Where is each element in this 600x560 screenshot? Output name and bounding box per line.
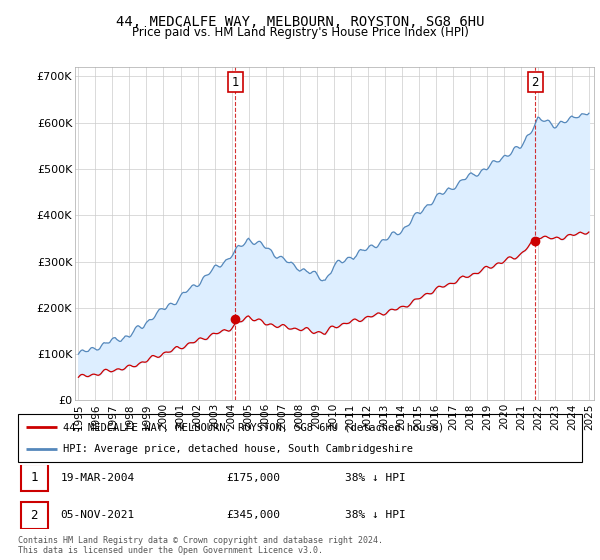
Text: 05-NOV-2021: 05-NOV-2021 — [60, 510, 134, 520]
Bar — [21, 502, 48, 529]
Text: 44, MEDCALFE WAY, MELBOURN, ROYSTON, SG8 6HU (detached house): 44, MEDCALFE WAY, MELBOURN, ROYSTON, SG8… — [63, 422, 445, 432]
Text: Price paid vs. HM Land Registry's House Price Index (HPI): Price paid vs. HM Land Registry's House … — [131, 26, 469, 39]
Text: £345,000: £345,000 — [227, 510, 281, 520]
Text: 19-MAR-2004: 19-MAR-2004 — [60, 473, 134, 483]
Text: 44, MEDCALFE WAY, MELBOURN, ROYSTON, SG8 6HU: 44, MEDCALFE WAY, MELBOURN, ROYSTON, SG8… — [116, 15, 484, 29]
Text: 38% ↓ HPI: 38% ↓ HPI — [345, 510, 406, 520]
Text: 1: 1 — [232, 76, 239, 88]
Text: 38% ↓ HPI: 38% ↓ HPI — [345, 473, 406, 483]
Text: 2: 2 — [532, 76, 539, 88]
Text: 2: 2 — [31, 508, 38, 521]
Text: 1: 1 — [31, 471, 38, 484]
Bar — [21, 464, 48, 491]
Text: £175,000: £175,000 — [227, 473, 281, 483]
Text: Contains HM Land Registry data © Crown copyright and database right 2024.: Contains HM Land Registry data © Crown c… — [18, 536, 383, 545]
Text: This data is licensed under the Open Government Licence v3.0.: This data is licensed under the Open Gov… — [18, 546, 323, 555]
Text: HPI: Average price, detached house, South Cambridgeshire: HPI: Average price, detached house, Sout… — [63, 444, 413, 454]
